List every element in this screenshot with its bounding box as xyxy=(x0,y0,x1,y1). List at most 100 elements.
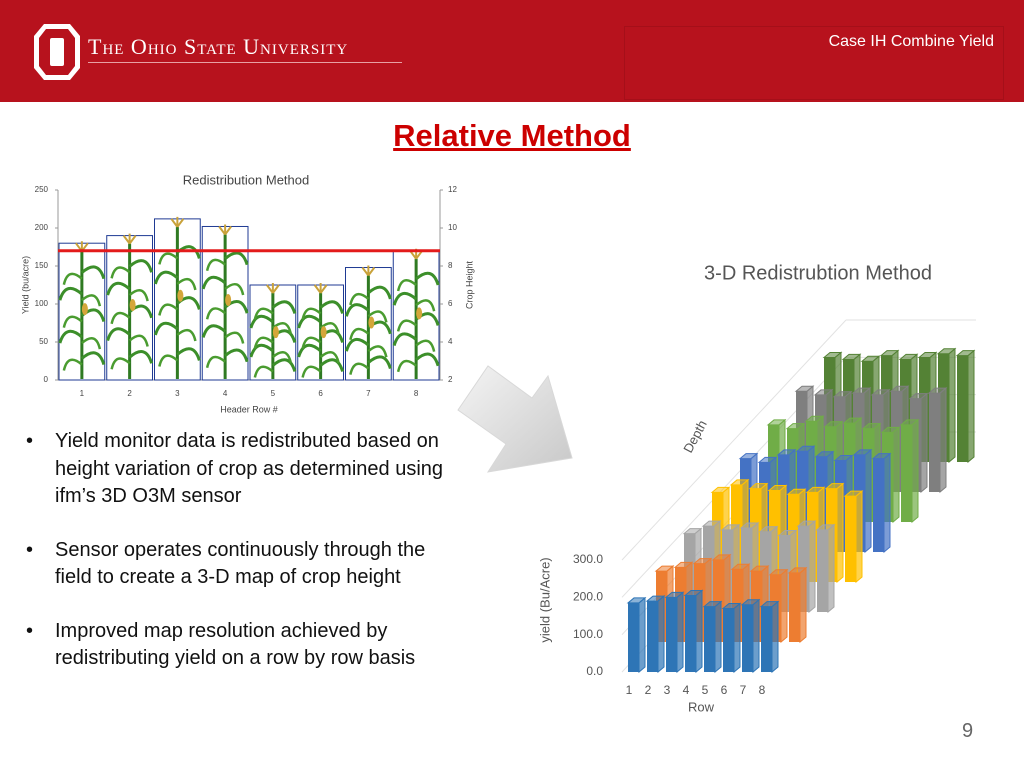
leaf xyxy=(81,294,102,307)
bar-side xyxy=(864,448,872,554)
bar xyxy=(871,452,892,554)
leaf xyxy=(272,321,293,335)
y-tick-label: 50 xyxy=(39,337,48,346)
bullet-list: Yield monitor data is redistributed base… xyxy=(22,428,462,699)
leaf xyxy=(110,357,131,370)
leaf xyxy=(81,337,102,350)
y-tick-label: 250 xyxy=(35,185,49,194)
bar xyxy=(683,589,704,674)
ear xyxy=(320,326,327,339)
leaf xyxy=(253,336,274,349)
leaf xyxy=(392,291,418,306)
leaf xyxy=(415,339,436,352)
bar xyxy=(702,600,723,674)
leaf xyxy=(344,303,370,317)
leaf xyxy=(392,332,418,347)
leaf xyxy=(158,252,179,265)
leaf xyxy=(176,328,197,342)
x-tick-label: 7 xyxy=(740,683,747,697)
x-tick-label: 1 xyxy=(626,683,633,697)
tassel xyxy=(266,283,280,294)
bar-side xyxy=(771,600,779,674)
bar xyxy=(645,594,666,674)
leaf xyxy=(224,251,249,266)
bar-side xyxy=(836,482,844,584)
x-tick-label: 6 xyxy=(318,389,323,398)
bar-side xyxy=(967,349,975,464)
leaf xyxy=(301,336,322,349)
leaf xyxy=(62,272,83,285)
leaf xyxy=(253,365,274,378)
bar-front xyxy=(817,529,828,612)
y2-tick-label: 6 xyxy=(448,299,453,308)
leaf xyxy=(158,303,179,316)
topic-box xyxy=(624,26,1004,100)
x-tick-label: 5 xyxy=(271,389,276,398)
leaf xyxy=(153,270,179,285)
chart-title: 3-D Redistrubtion Method xyxy=(704,262,932,284)
leaf xyxy=(249,314,274,329)
leaf xyxy=(253,307,274,320)
bar-front xyxy=(742,604,753,672)
bullet: Sensor operates continuously through the… xyxy=(22,537,462,592)
x-tick-label: 3 xyxy=(664,683,671,697)
leaf xyxy=(396,359,417,373)
bar-side xyxy=(883,452,891,554)
ear xyxy=(177,289,184,302)
bullet: Yield monitor data is redistributed base… xyxy=(22,428,462,511)
bar xyxy=(927,386,948,494)
x-axis-label: Row xyxy=(688,699,715,714)
y-tick-label: 200 xyxy=(35,223,49,232)
y-tick-label: 150 xyxy=(35,261,49,270)
leaf xyxy=(367,355,392,370)
y-tick-label: 100 xyxy=(35,299,49,308)
bar-front xyxy=(628,602,639,672)
leaf xyxy=(396,319,417,332)
leaf xyxy=(128,334,149,347)
bar-front xyxy=(704,606,715,672)
leaf xyxy=(158,354,179,367)
x-tick-label: 4 xyxy=(223,389,228,398)
y2-tick-label: 4 xyxy=(448,337,453,346)
bar-side xyxy=(752,598,760,674)
y-tick-label: 100.0 xyxy=(573,627,603,641)
header-band: The Ohio State University Case IH Combin… xyxy=(0,0,1024,102)
bar-side xyxy=(657,594,665,674)
ear xyxy=(416,307,423,320)
leaf xyxy=(128,350,154,364)
leaf xyxy=(319,358,345,372)
leaf xyxy=(62,315,83,328)
leaf xyxy=(272,350,293,364)
tassel xyxy=(361,265,376,277)
leaf xyxy=(58,329,83,344)
corn-plant xyxy=(392,248,440,379)
leaf xyxy=(128,259,154,273)
x-tick-label: 4 xyxy=(683,683,690,697)
bar-side xyxy=(939,386,947,494)
y-axis-label: Yield (bu/acre) xyxy=(20,256,30,314)
bar-side xyxy=(714,600,722,674)
tassel xyxy=(170,216,185,228)
ear xyxy=(368,316,375,329)
logo xyxy=(34,24,80,80)
x-tick-label: 8 xyxy=(759,683,766,697)
bar-side xyxy=(808,520,816,614)
ear xyxy=(81,303,88,316)
bar xyxy=(815,523,836,614)
leaf xyxy=(396,278,417,292)
bar-front xyxy=(789,572,800,642)
leaf xyxy=(224,282,245,296)
leaf xyxy=(349,362,370,375)
y2-tick-label: 2 xyxy=(448,375,453,384)
leaf xyxy=(201,324,227,338)
leaf xyxy=(110,311,131,325)
bar-side xyxy=(920,392,928,494)
corn-plant xyxy=(249,283,297,379)
bar xyxy=(664,591,685,674)
corn-plant xyxy=(106,233,154,379)
y-tick-label: 0 xyxy=(44,375,49,384)
y2-tick-label: 12 xyxy=(448,185,457,194)
leaf xyxy=(415,299,436,312)
x-tick-label: 2 xyxy=(645,683,652,697)
bar-front xyxy=(685,595,696,672)
